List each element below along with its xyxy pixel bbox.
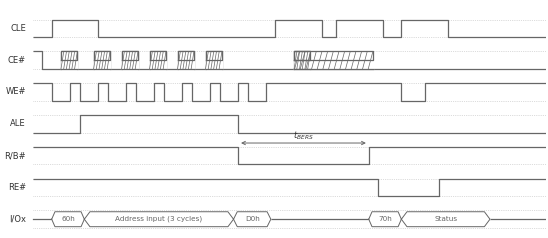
- Text: CE#: CE#: [8, 56, 26, 65]
- Text: t$_{\mathregular{BERS}}$: t$_{\mathregular{BERS}}$: [293, 129, 314, 142]
- Polygon shape: [84, 212, 233, 227]
- Polygon shape: [122, 51, 138, 69]
- Polygon shape: [52, 212, 84, 227]
- Polygon shape: [233, 212, 271, 227]
- Text: R/B#: R/B#: [4, 151, 26, 160]
- Polygon shape: [206, 51, 222, 69]
- Text: WE#: WE#: [5, 87, 26, 96]
- Text: I/Ox: I/Ox: [9, 215, 26, 224]
- Polygon shape: [178, 51, 194, 69]
- Text: Status: Status: [434, 216, 457, 222]
- Text: 70h: 70h: [378, 216, 392, 222]
- Polygon shape: [369, 212, 401, 227]
- Polygon shape: [294, 51, 373, 69]
- Text: Address input (3 cycles): Address input (3 cycles): [116, 216, 203, 223]
- Polygon shape: [61, 51, 77, 69]
- Text: 60h: 60h: [61, 216, 75, 222]
- Polygon shape: [294, 51, 311, 69]
- Polygon shape: [94, 51, 110, 69]
- Polygon shape: [401, 212, 490, 227]
- Text: ALE: ALE: [10, 119, 26, 128]
- Text: RE#: RE#: [8, 183, 26, 192]
- Text: D0h: D0h: [245, 216, 260, 222]
- Text: CLE: CLE: [10, 24, 26, 33]
- Polygon shape: [150, 51, 166, 69]
